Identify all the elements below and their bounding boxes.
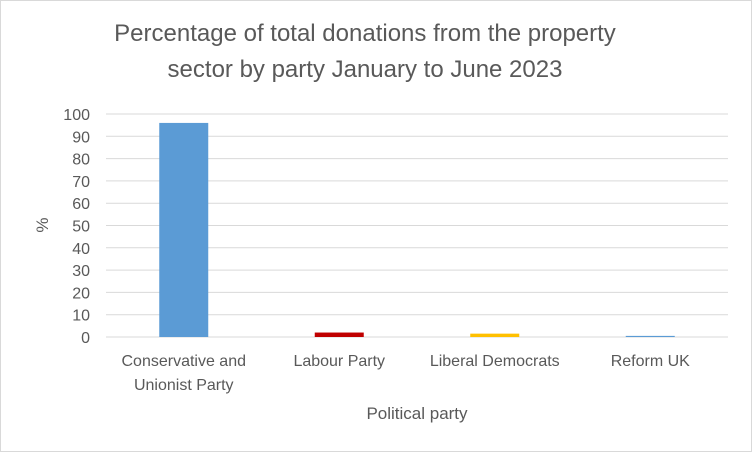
- bar: [625, 335, 675, 337]
- y-tick-label: 60: [72, 196, 90, 213]
- y-tick-label: 90: [72, 129, 90, 146]
- chart-title: Percentage of total donations from the p…: [114, 20, 616, 83]
- y-axis-title: %: [33, 217, 52, 232]
- bar: [159, 122, 209, 337]
- bar: [470, 333, 520, 337]
- y-tick-label: 100: [63, 107, 90, 124]
- y-tick-label: 50: [72, 219, 90, 236]
- gridlines: [106, 113, 728, 338]
- chart-title-line: sector by party January to June 2023: [168, 56, 563, 83]
- y-tick-label: 80: [72, 152, 90, 169]
- x-tick-label: Reform UK: [611, 353, 690, 370]
- y-tick-label: 20: [72, 285, 90, 302]
- y-tick-label: 0: [81, 330, 90, 347]
- x-axis-ticks: Conservative and Unionist Party Labour Par…: [121, 353, 690, 394]
- bars: [159, 122, 675, 337]
- chart-title-line: Percentage of total donations from the p…: [114, 20, 616, 47]
- y-axis-ticks: 0 10 20 30 40 50 60 70 80 90 100: [63, 107, 90, 347]
- y-tick-label: 70: [72, 174, 90, 191]
- y-tick-label: 40: [72, 241, 90, 258]
- y-tick-label: 30: [72, 263, 90, 280]
- x-axis-title: Political party: [366, 404, 468, 423]
- x-tick-label: Unionist Party: [134, 377, 234, 394]
- y-tick-label: 10: [72, 308, 90, 325]
- x-tick-label: Labour Party: [293, 353, 385, 370]
- x-tick-label: Liberal Democrats: [430, 353, 560, 370]
- x-tick-label: Conservative and: [121, 353, 246, 370]
- bar: [314, 332, 364, 337]
